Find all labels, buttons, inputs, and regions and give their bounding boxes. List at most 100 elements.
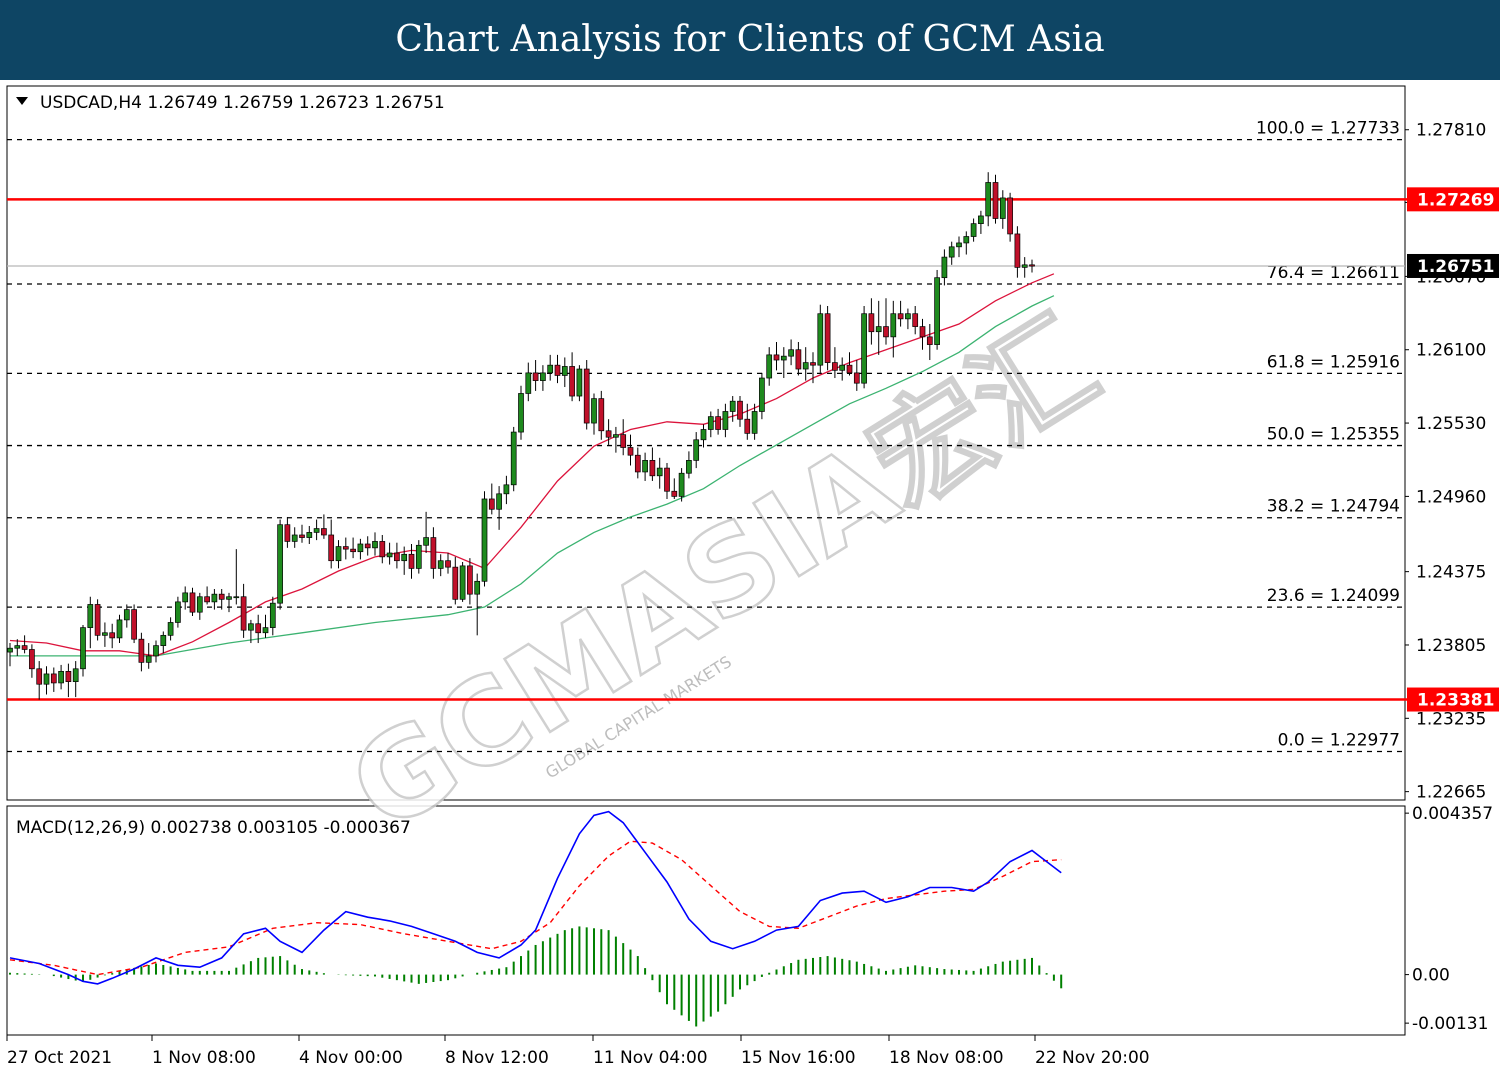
candle-body (145, 655, 152, 663)
candle-body (65, 671, 72, 682)
x-tick-label: 27 Oct 2021 (7, 1048, 112, 1068)
candle-body (335, 546, 342, 562)
candle-body (963, 236, 970, 244)
candle-body (467, 565, 473, 595)
candle-body (218, 593, 225, 600)
candle-body (350, 548, 356, 553)
ma-fast-line (9, 273, 1055, 657)
candle-body (926, 336, 933, 345)
candle-body (948, 246, 955, 258)
candle-body (788, 349, 794, 357)
candle-body (262, 627, 269, 634)
candle-body (131, 609, 137, 640)
candle-body (503, 484, 510, 495)
candle-body (905, 313, 911, 320)
candle-body (664, 467, 670, 492)
candle-body (211, 593, 218, 603)
candle-body (861, 313, 867, 384)
candle-body (408, 553, 415, 569)
candle-body (890, 313, 897, 338)
candle-body (956, 242, 962, 248)
candle-body (277, 524, 283, 604)
dropdown-triangle-icon[interactable] (16, 97, 28, 105)
macd-axis: 0.004357 0.00 -0.00131 (1405, 804, 1493, 1034)
candle-body (729, 400, 736, 412)
candle-body (824, 313, 831, 363)
level-tag (1407, 187, 1499, 212)
candle-body (715, 416, 721, 430)
candle-body (897, 313, 904, 320)
candle-body (1021, 264, 1028, 268)
candle-body (627, 447, 634, 456)
candle-body (970, 223, 977, 237)
candle-body (430, 537, 437, 569)
time-axis: 27 Oct 2021 1 Nov 08:00 4 Nov 00:00 8 Nov 1… (6, 1035, 1150, 1068)
level-tag (1407, 687, 1499, 712)
macd-y-tick-label: 0.00 (1412, 966, 1450, 986)
candle-body (569, 366, 575, 397)
candle-body (707, 416, 714, 430)
candle-body (853, 372, 860, 384)
macd-panel (6, 805, 1406, 1036)
candle-body (7, 647, 13, 653)
candle-body (153, 645, 159, 657)
candle-body (342, 546, 349, 550)
candle-body (1014, 233, 1021, 268)
candle-body (14, 645, 21, 649)
candle-body (583, 368, 590, 424)
candle-body (525, 372, 532, 394)
candle-body (481, 498, 488, 582)
candle-body (554, 364, 561, 376)
y-tick-label: 1.22665 (1416, 783, 1486, 803)
x-tick-label: 1 Nov 08:00 (152, 1048, 256, 1068)
candle-body (372, 541, 378, 549)
moving-averages (9, 273, 1055, 657)
candle-body (226, 596, 232, 600)
fib-label: 0.0 = 1.22977 (1278, 730, 1400, 750)
candle-body (233, 596, 240, 599)
candle-body (642, 460, 648, 473)
candle-body (138, 638, 145, 663)
candle-body (291, 534, 298, 542)
candle-body (109, 632, 116, 639)
candle-body (423, 537, 429, 546)
x-tick-label: 22 Nov 20:00 (1035, 1048, 1150, 1068)
candle-body (488, 498, 495, 510)
macd-y-tick-label: -0.00131 (1412, 1014, 1488, 1034)
candle-body (751, 411, 758, 434)
candle-body (459, 565, 466, 600)
candle-body (437, 560, 444, 569)
candle-body (941, 256, 948, 279)
y-tick-label: 1.27810 (1416, 121, 1486, 141)
candle-body (328, 534, 335, 562)
candle-body (561, 366, 568, 376)
candle-body (744, 418, 751, 434)
candle-body (766, 354, 773, 379)
candle-body (992, 182, 999, 219)
candle-body (613, 434, 619, 438)
macd-series (9, 810, 1063, 1027)
price-tags: 1.27269 1.23381 1.26751 (1407, 187, 1499, 712)
candle-body (649, 460, 656, 477)
x-tick-label: 4 Nov 00:00 (299, 1048, 403, 1068)
candle-body (474, 580, 481, 595)
candle-body (817, 313, 824, 366)
horizontal-levels (7, 198, 1408, 701)
candle-body (496, 493, 502, 510)
candle-body (978, 215, 984, 225)
candle-body (364, 543, 371, 549)
level-tag-label: 1.23381 (1417, 691, 1494, 711)
candle-body (868, 313, 875, 333)
candle-body (50, 673, 57, 684)
candle-body (386, 552, 393, 558)
candle-body (802, 362, 809, 370)
candle-body (759, 377, 765, 412)
candle-body (700, 429, 707, 441)
candle-body (167, 622, 174, 636)
macd-main-line (9, 810, 1062, 985)
candle-body (299, 534, 305, 538)
level-tag-label: 1.27269 (1417, 190, 1494, 210)
candle-body (810, 362, 816, 366)
